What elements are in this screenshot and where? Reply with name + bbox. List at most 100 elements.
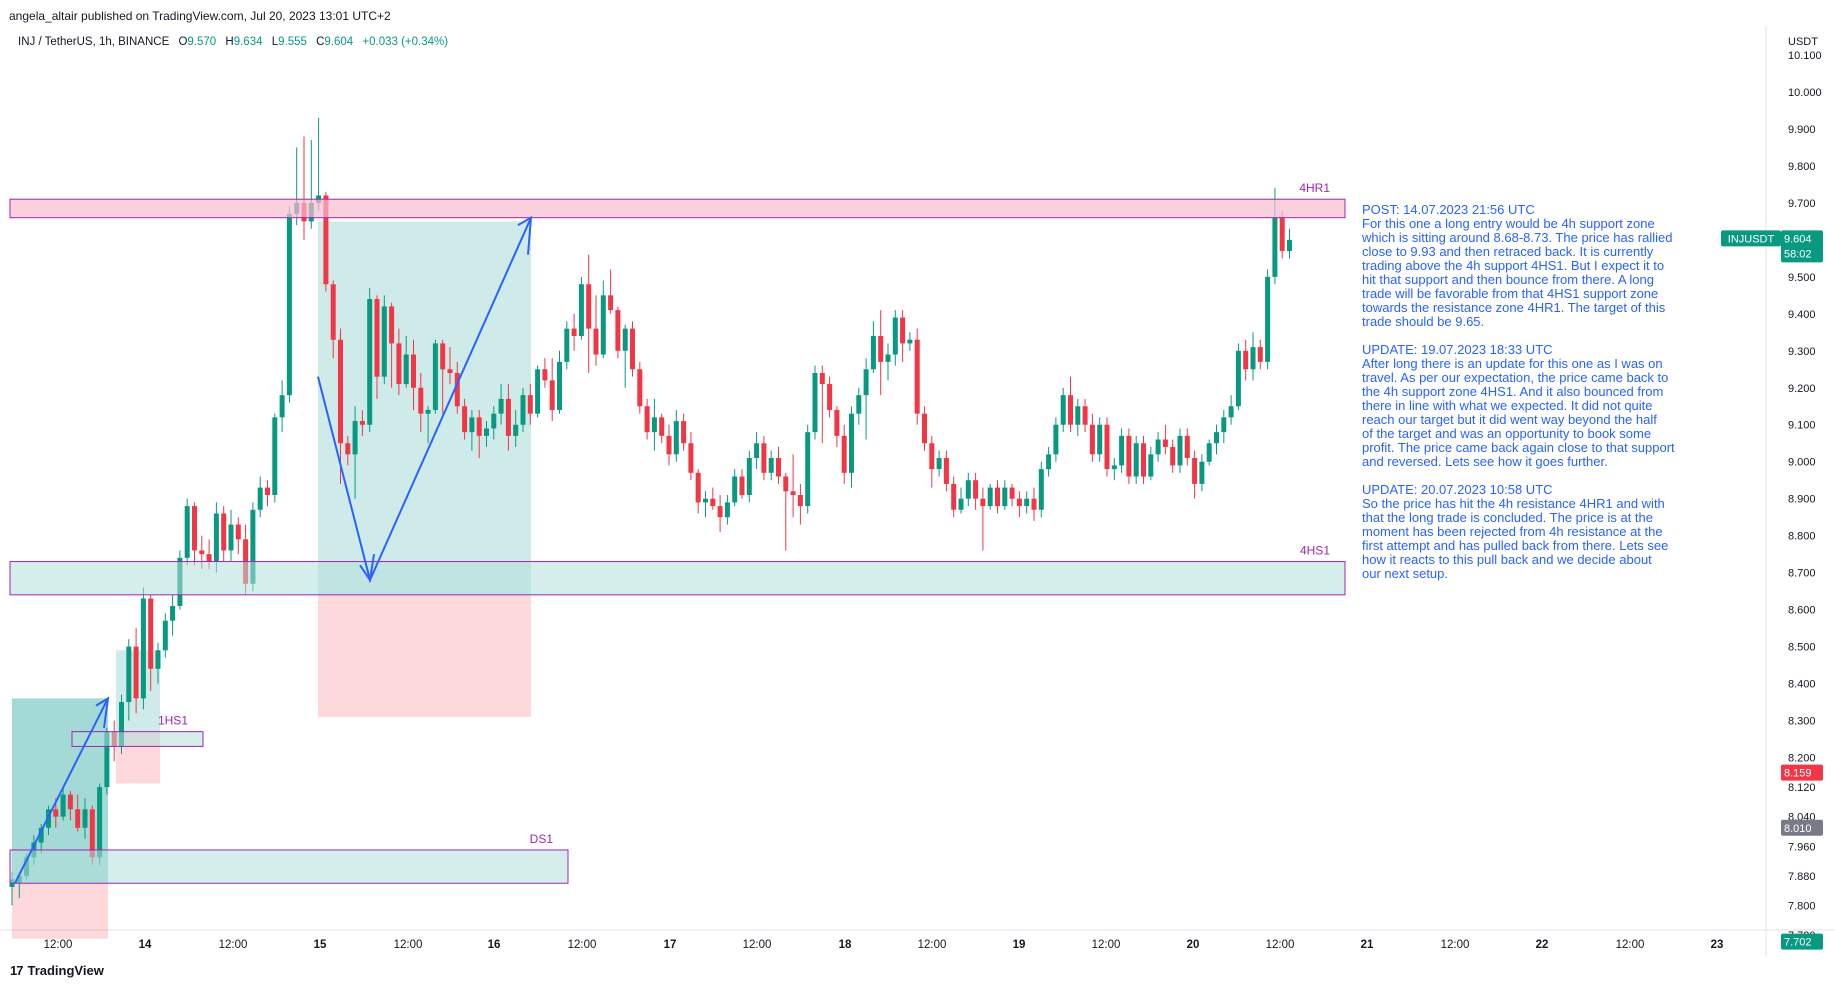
candle[interactable]	[301, 136, 307, 240]
candle[interactable]	[440, 339, 446, 414]
candle[interactable]	[235, 517, 241, 555]
candle[interactable]	[432, 339, 438, 414]
candle[interactable]	[703, 491, 708, 518]
candle[interactable]	[367, 287, 373, 433]
candle[interactable]	[885, 343, 891, 381]
price-chart[interactable]: 4HR1 4HS1 1HS1 DS1 10.100 10.000 9.900 9.800 9.…	[0, 26, 1835, 956]
candle[interactable]	[1031, 487, 1037, 521]
candle[interactable]	[995, 480, 1000, 514]
candle[interactable]	[754, 432, 760, 470]
zone-4hr1[interactable]	[9, 198, 1346, 219]
candle[interactable]	[651, 398, 657, 451]
time-axis[interactable]: 12:00 14 12:00 15 12:00 16 12:00 17 12:00 18 12:00…	[44, 939, 1724, 951]
candle[interactable]	[469, 409, 475, 451]
candle[interactable]	[987, 483, 993, 510]
candle[interactable]	[951, 476, 957, 518]
candle[interactable]	[659, 413, 665, 444]
candle[interactable]	[549, 358, 555, 422]
candle[interactable]	[914, 328, 920, 425]
candle[interactable]	[681, 413, 687, 451]
candle[interactable]	[272, 413, 278, 503]
candle[interactable]	[1016, 491, 1022, 518]
candle[interactable]	[564, 321, 570, 370]
candle[interactable]	[279, 380, 285, 433]
candle[interactable]	[359, 409, 365, 436]
zone-ds1[interactable]	[9, 849, 569, 884]
candle[interactable]	[447, 347, 453, 385]
candle[interactable]	[622, 324, 628, 388]
candle[interactable]	[929, 435, 935, 488]
candle[interactable]	[761, 435, 767, 481]
candle[interactable]	[1279, 210, 1285, 259]
candle[interactable]	[578, 276, 584, 340]
tradingview-brand[interactable]: 17 TradingView	[10, 963, 104, 978]
candle[interactable]	[586, 254, 592, 373]
candle[interactable]	[1104, 417, 1110, 477]
candle[interactable]	[389, 302, 395, 388]
candle[interactable]	[60, 787, 66, 821]
candle[interactable]	[454, 361, 460, 414]
trade-stop-box[interactable]	[318, 594, 531, 717]
candle[interactable]	[644, 398, 650, 440]
trade-stop-box[interactable]	[12, 883, 108, 939]
candle[interactable]	[849, 406, 854, 488]
candle[interactable]	[1133, 435, 1139, 484]
candle[interactable]	[1068, 376, 1073, 433]
candle[interactable]	[411, 339, 416, 410]
candle[interactable]	[184, 498, 190, 566]
candle[interactable]	[1097, 417, 1103, 462]
candle[interactable]	[900, 310, 906, 362]
candle[interactable]	[484, 421, 489, 447]
candle[interactable]	[783, 472, 789, 551]
candle[interactable]	[608, 269, 614, 314]
candle[interactable]	[1250, 332, 1256, 381]
candle[interactable]	[1192, 450, 1198, 499]
candle[interactable]	[1060, 387, 1066, 433]
candle[interactable]	[352, 406, 358, 499]
candle[interactable]	[892, 310, 898, 366]
candle[interactable]	[571, 313, 577, 351]
candle[interactable]	[732, 469, 738, 507]
candle[interactable]	[1024, 491, 1030, 514]
candle[interactable]	[827, 376, 833, 418]
candle[interactable]	[192, 502, 197, 566]
candle[interactable]	[776, 446, 781, 484]
annotation-text[interactable]: POST: 14.07.2023 21:56 UTC For this one a…	[1361, 202, 1675, 581]
candle[interactable]	[155, 642, 161, 684]
candle[interactable]	[170, 594, 176, 636]
candle[interactable]	[1184, 428, 1190, 466]
candle[interactable]	[1046, 446, 1052, 477]
candle[interactable]	[126, 639, 132, 721]
candle[interactable]	[338, 328, 343, 484]
candle[interactable]	[943, 450, 949, 492]
candle[interactable]	[498, 384, 504, 425]
candle[interactable]	[1265, 269, 1271, 370]
candle[interactable]	[75, 794, 81, 832]
candle[interactable]	[1257, 339, 1263, 370]
candle[interactable]	[1075, 398, 1081, 436]
price-axis[interactable]: 10.10010.0009.9009.8009.7009.6009.5009.4…	[1788, 50, 1822, 942]
candle[interactable]	[1155, 432, 1161, 462]
candle[interactable]	[221, 506, 227, 562]
candle[interactable]	[600, 280, 606, 359]
candle[interactable]	[133, 628, 139, 714]
candle[interactable]	[491, 406, 497, 440]
candle[interactable]	[1214, 424, 1219, 455]
candle[interactable]	[980, 487, 986, 551]
candle[interactable]	[476, 409, 482, 459]
candle[interactable]	[213, 502, 219, 573]
symbol-tag[interactable]	[1721, 230, 1781, 247]
candle[interactable]	[1126, 428, 1132, 484]
candle[interactable]	[805, 424, 811, 514]
candle[interactable]	[870, 321, 876, 373]
candle[interactable]	[812, 365, 818, 440]
candle[interactable]	[688, 432, 694, 481]
candle[interactable]	[1089, 413, 1095, 462]
price-badge[interactable]	[1781, 819, 1823, 836]
candle[interactable]	[330, 280, 336, 359]
candle[interactable]	[228, 509, 234, 562]
candle[interactable]	[746, 450, 752, 503]
candle[interactable]	[695, 469, 701, 514]
candle[interactable]	[907, 332, 913, 351]
candle[interactable]	[739, 469, 745, 499]
